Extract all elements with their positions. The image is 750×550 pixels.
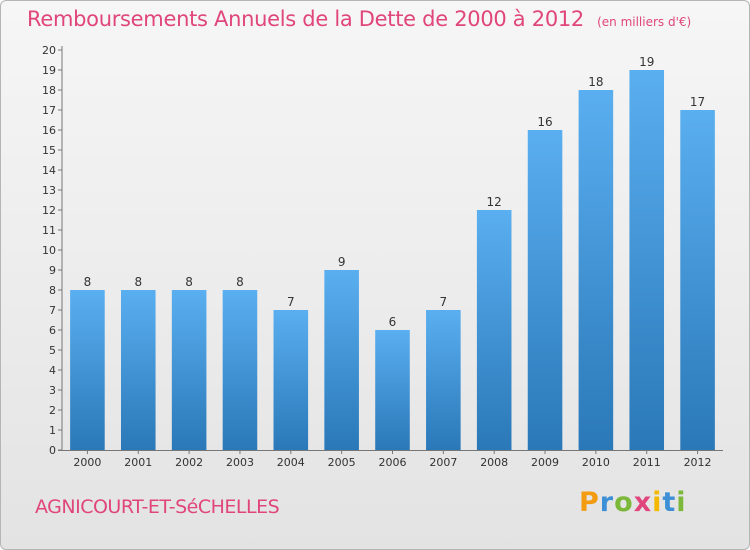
value-label-2001: 8 bbox=[134, 275, 142, 289]
bar-2004 bbox=[273, 310, 309, 450]
value-label-2005: 9 bbox=[338, 255, 346, 269]
bar-2005 bbox=[324, 270, 359, 450]
logo-letter: P bbox=[579, 487, 600, 518]
y-tick-label: 15 bbox=[42, 144, 56, 157]
x-tick-label-2004: 2004 bbox=[277, 456, 305, 469]
chart-title: Remboursements Annuels de la Dette de 20… bbox=[27, 7, 584, 31]
y-tick-label: 0 bbox=[49, 444, 56, 457]
bar-2002 bbox=[171, 290, 207, 450]
x-tick-label-2008: 2008 bbox=[480, 456, 508, 469]
x-tick-label-2003: 2003 bbox=[226, 456, 254, 469]
y-tick-label: 4 bbox=[49, 364, 56, 377]
x-tick-label-2001: 2001 bbox=[124, 456, 152, 469]
y-tick-label: 3 bbox=[49, 384, 56, 397]
logo-letter: i bbox=[676, 487, 687, 518]
x-tick-label-2007: 2007 bbox=[429, 456, 457, 469]
value-label-2006: 6 bbox=[389, 315, 397, 329]
chart-labels: 8 2000 8 2001 8 2002 8 2003 7 2004 9 2005 6 2006 7 2007… bbox=[73, 55, 711, 469]
y-tick-label: 5 bbox=[49, 344, 56, 357]
bar-2000 bbox=[70, 290, 105, 450]
bar-2012 bbox=[680, 110, 715, 450]
x-tick-label-2012: 2012 bbox=[684, 456, 712, 469]
y-tick-label: 16 bbox=[42, 124, 56, 137]
bar-2006 bbox=[375, 330, 410, 450]
value-label-2008: 12 bbox=[487, 195, 502, 209]
y-tick-label: 10 bbox=[42, 244, 56, 257]
x-tick-label-2002: 2002 bbox=[175, 456, 203, 469]
x-tick-label-2006: 2006 bbox=[379, 456, 407, 469]
y-tick-label: 20 bbox=[42, 44, 56, 57]
chart-bars bbox=[70, 70, 715, 450]
y-tick-label: 12 bbox=[42, 204, 56, 217]
y-tick-label: 2 bbox=[49, 404, 56, 417]
title-row: Remboursements Annuels de la Dette de 20… bbox=[27, 7, 691, 31]
value-label-2002: 8 bbox=[185, 275, 193, 289]
proxiti-logo[interactable]: Proxiti bbox=[579, 487, 687, 518]
logo-letter: r bbox=[599, 487, 615, 518]
commune-name: AGNICOURT-ET-SéCHELLES bbox=[35, 496, 280, 518]
value-label-2010: 18 bbox=[588, 75, 603, 89]
bar-2011 bbox=[629, 70, 665, 450]
x-tick-label-2010: 2010 bbox=[582, 456, 610, 469]
y-tick-label: 11 bbox=[42, 224, 56, 237]
y-tick-label: 14 bbox=[42, 164, 56, 177]
x-tick-label-2011: 2011 bbox=[633, 456, 661, 469]
y-tick-label: 18 bbox=[42, 84, 56, 97]
bar-2007 bbox=[426, 310, 461, 450]
value-label-2012: 17 bbox=[690, 95, 705, 109]
value-label-2003: 8 bbox=[236, 275, 244, 289]
value-label-2009: 16 bbox=[537, 115, 552, 129]
logo-letter: x bbox=[633, 487, 653, 518]
y-tick-label: 6 bbox=[49, 324, 56, 337]
value-label-2011: 19 bbox=[639, 55, 654, 69]
logo-letter: i bbox=[652, 487, 663, 518]
value-label-2007: 7 bbox=[440, 295, 448, 309]
logo-letter: o bbox=[614, 487, 634, 518]
bar-2008 bbox=[476, 210, 512, 450]
chart-subtitle: (en milliers d'€) bbox=[597, 15, 692, 29]
logo-letter: t bbox=[662, 487, 677, 518]
y-tick-label: 17 bbox=[42, 104, 56, 117]
x-tick-label-2000: 2000 bbox=[73, 456, 101, 469]
bar-2010 bbox=[578, 90, 614, 450]
bar-2009 bbox=[527, 130, 563, 450]
y-tick-label: 7 bbox=[49, 304, 56, 317]
y-tick-label: 9 bbox=[49, 264, 56, 277]
y-tick-label: 13 bbox=[42, 184, 56, 197]
x-tick-label-2009: 2009 bbox=[531, 456, 559, 469]
x-tick-label-2005: 2005 bbox=[328, 456, 356, 469]
value-label-2004: 7 bbox=[287, 295, 295, 309]
y-tick-label: 1 bbox=[49, 424, 56, 437]
bar-2003 bbox=[222, 290, 258, 450]
bar-2001 bbox=[120, 290, 156, 450]
y-tick-label: 19 bbox=[42, 64, 56, 77]
y-tick-label: 8 bbox=[49, 284, 56, 297]
value-label-2000: 8 bbox=[84, 275, 92, 289]
